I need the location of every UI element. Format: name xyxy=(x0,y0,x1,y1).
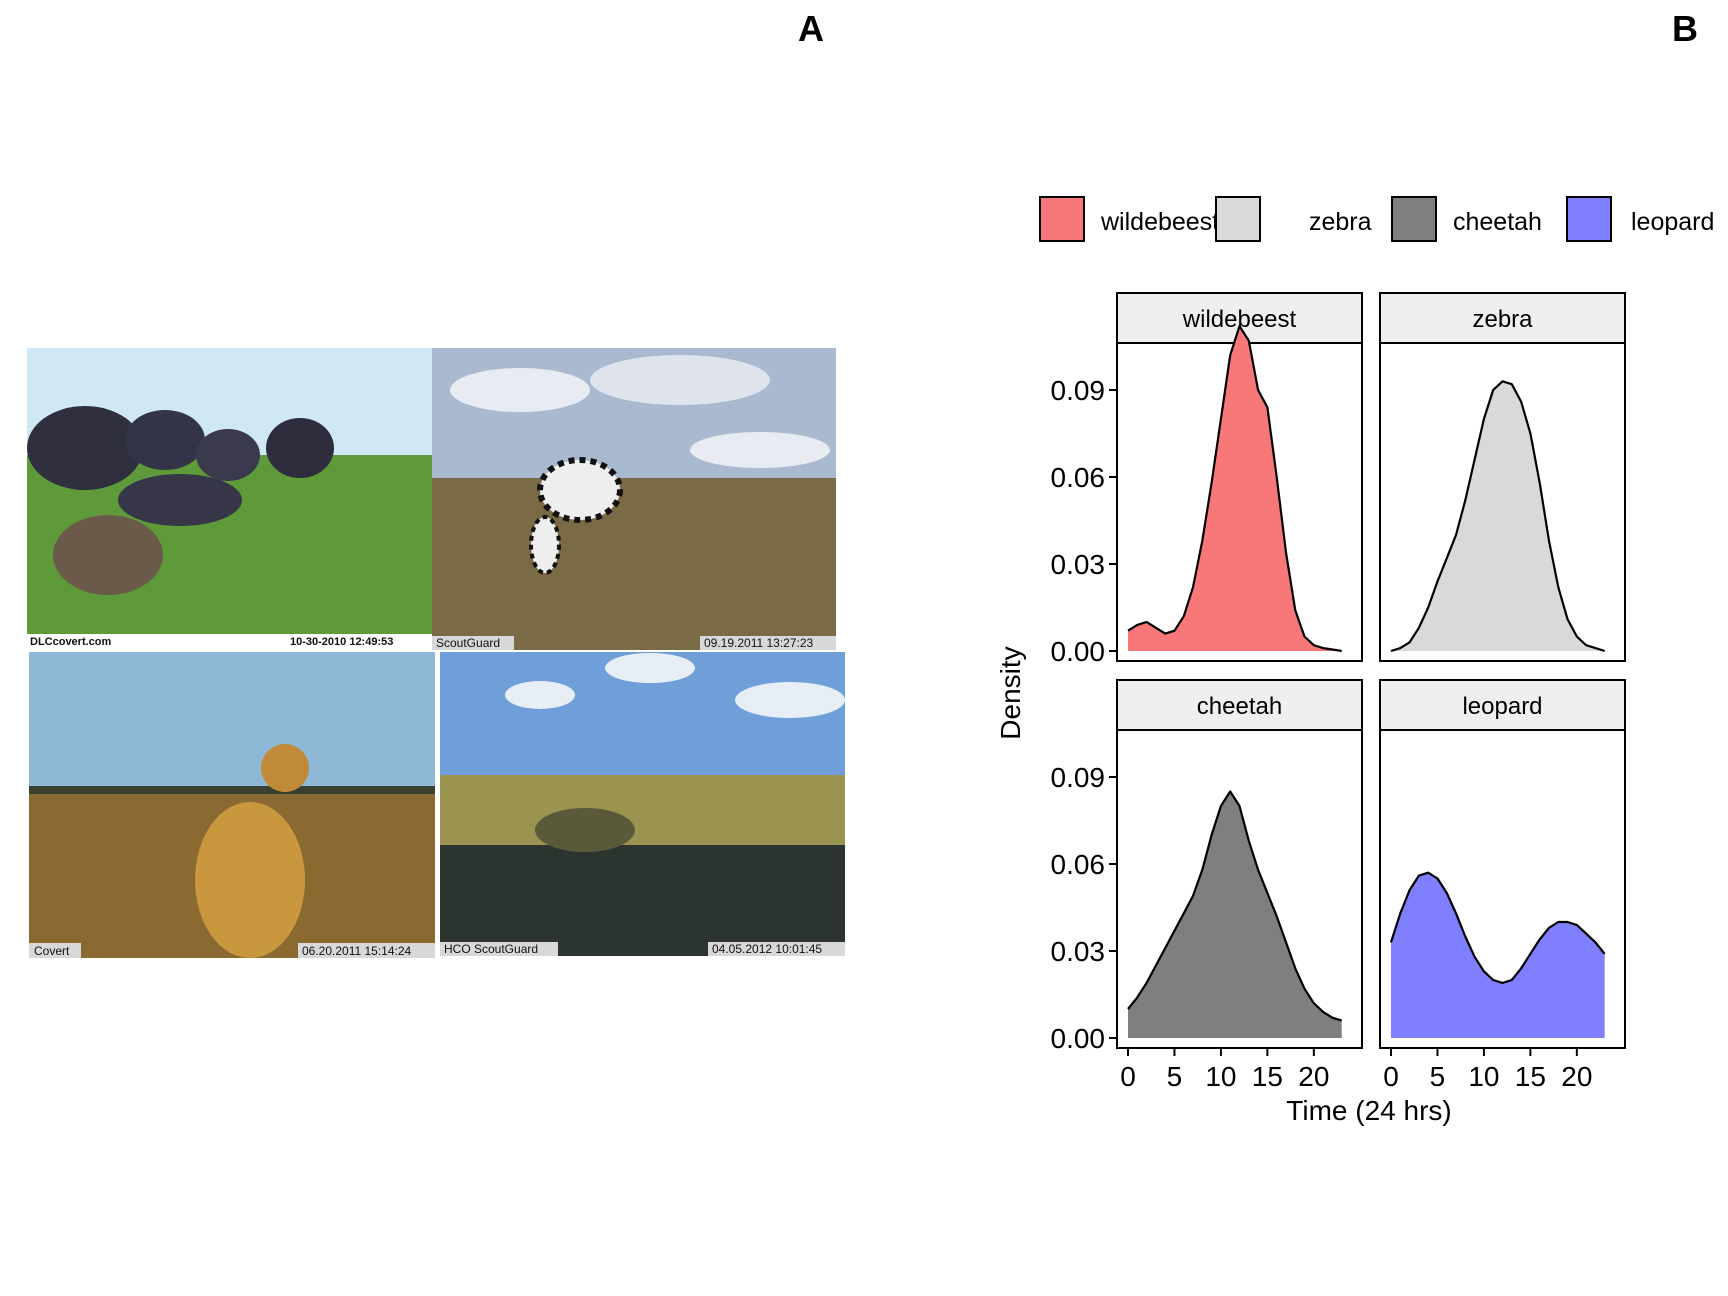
density-line-cheetah xyxy=(1127,790,1343,1022)
photo-cheetah-brand-bg xyxy=(29,943,81,958)
legend-key-wildebeest xyxy=(1039,196,1085,242)
legend-label-cheetah: cheetah xyxy=(1453,208,1542,236)
chart-legend: wildebeest zebra cheetah leopard xyxy=(1039,196,1714,242)
photo-zebra-brand-bg xyxy=(432,636,514,650)
wildebeest-animal-5 xyxy=(118,474,242,526)
photo-zebra-cloud-3 xyxy=(690,432,830,468)
photo-leopard-brand: HCO ScoutGuard xyxy=(444,942,538,956)
x-tick-label-leopard-0: 0 xyxy=(1383,1061,1399,1092)
x-tick-label-leopard-3: 15 xyxy=(1515,1061,1546,1092)
photo-leopard-brand-bg xyxy=(440,942,558,956)
y-tick-label-wildebeest-3: 0.09 xyxy=(1051,375,1106,406)
x-axis-title: Time (24 hrs) xyxy=(1286,1095,1451,1126)
photo-wildebeest-info-strip xyxy=(27,634,432,649)
wildebeest-animal-4 xyxy=(266,418,334,478)
camera-trap-photo-grid: DLCcovert.com 10-30-2010 12:49:53 ScoutG… xyxy=(27,348,845,958)
photo-wildebeest-brand: DLCcovert.com xyxy=(30,636,112,648)
legend-key-zebra xyxy=(1215,196,1261,242)
photo-leopard: HCO ScoutGuard 04.05.2012 10:01:45 xyxy=(440,652,845,956)
photo-cheetah-treeline xyxy=(29,786,435,794)
x-tick-label-leopard-4: 20 xyxy=(1561,1061,1592,1092)
y-tick-label-cheetah-0: 0.00 xyxy=(1051,1023,1106,1054)
photo-cheetah: Covert 06.20.2011 15:14:24 xyxy=(29,652,435,958)
cheetah-animal-body xyxy=(195,802,305,958)
facet-strip-leopard xyxy=(1379,679,1626,731)
wildebeest-animal-2 xyxy=(125,410,205,470)
wildebeest-animal-6 xyxy=(53,515,163,595)
legend-label-leopard: leopard xyxy=(1631,208,1714,236)
photo-zebra-brand: ScoutGuard xyxy=(436,636,500,650)
x-tick-label-cheetah-0: 0 xyxy=(1120,1061,1136,1092)
facet-strip-cheetah xyxy=(1116,679,1363,731)
photo-leopard-cloud-1 xyxy=(505,681,575,709)
photo-wildebeest-timestamp: 10-30-2010 12:49:53 xyxy=(290,636,393,648)
x-tick-label-cheetah-1: 5 xyxy=(1167,1061,1183,1092)
photo-leopard-shadow xyxy=(440,845,845,956)
y-tick-label-cheetah-1: 0.03 xyxy=(1051,936,1106,967)
y-tick-label-wildebeest-2: 0.06 xyxy=(1051,462,1106,493)
x-tick-label-cheetah-2: 10 xyxy=(1205,1061,1236,1092)
y-tick-label-wildebeest-1: 0.03 xyxy=(1051,549,1106,580)
panel-a-label: A xyxy=(798,8,824,49)
photo-leopard-cloud-2 xyxy=(605,653,695,683)
photo-cheetah-timestamp: 06.20.2011 15:14:24 xyxy=(302,944,412,958)
photo-zebra-cloud-2 xyxy=(590,355,770,405)
photo-leopard-timestamp-bg xyxy=(708,942,845,956)
cheetah-animal-head xyxy=(261,744,309,792)
x-tick-label-cheetah-4: 20 xyxy=(1298,1061,1329,1092)
photo-leopard-cloud-3 xyxy=(735,682,845,718)
y-axis-title: Density xyxy=(995,646,1026,739)
legend-key-cheetah xyxy=(1391,196,1437,242)
y-tick-label-cheetah-3: 0.09 xyxy=(1051,762,1106,793)
zebra-animal-head xyxy=(529,515,561,575)
photo-leopard-timestamp: 04.05.2012 10:01:45 xyxy=(712,942,822,956)
leopard-animal-body xyxy=(535,808,635,852)
density-area-zebra xyxy=(1391,381,1605,651)
photo-zebra-timestamp: 09.19.2011 13:27:23 xyxy=(704,636,814,650)
facet-cheetah: cheetah 0.00 0.03 0.06 0.09 0 5 10 15 20 xyxy=(1051,679,1363,1092)
photo-zebra: ScoutGuard 09.19.2011 13:27:23 xyxy=(432,348,836,650)
panel-b-label: B xyxy=(1672,8,1698,49)
legend-label-wildebeest: wildebeest xyxy=(1100,208,1219,236)
density-line-leopard xyxy=(1389,871,1606,984)
photo-zebra-ground xyxy=(432,478,836,650)
facet-zebra: zebra xyxy=(1379,292,1626,662)
photo-cheetah-brand: Covert xyxy=(34,944,70,958)
density-line-zebra xyxy=(1390,380,1606,653)
x-tick-label-leopard-1: 5 xyxy=(1430,1061,1446,1092)
facet-strip-label-cheetah: cheetah xyxy=(1197,693,1282,720)
density-area-cheetah xyxy=(1128,791,1342,1038)
facet-strip-label-leopard: leopard xyxy=(1462,693,1542,720)
zebra-animal-body xyxy=(537,457,623,523)
facet-leopard: leopard 0 5 10 15 20 xyxy=(1379,679,1626,1092)
photo-zebra-cloud-1 xyxy=(450,368,590,412)
y-tick-label-cheetah-2: 0.06 xyxy=(1051,849,1106,880)
x-tick-label-cheetah-3: 15 xyxy=(1252,1061,1283,1092)
legend-label-zebra: zebra xyxy=(1309,208,1372,236)
wildebeest-animal-3 xyxy=(196,429,260,481)
photo-zebra-timestamp-bg xyxy=(700,636,836,650)
legend-key-leopard xyxy=(1566,196,1612,242)
wildebeest-animal-1 xyxy=(27,406,143,490)
photo-cheetah-timestamp-bg xyxy=(298,943,435,958)
y-tick-label-wildebeest-0: 0.00 xyxy=(1051,636,1106,667)
x-tick-label-leopard-2: 10 xyxy=(1468,1061,1499,1092)
photo-wildebeest: DLCcovert.com 10-30-2010 12:49:53 xyxy=(27,348,432,649)
density-facets: wildebeest0.000.030.060.09zebracheetah0.… xyxy=(1051,292,1626,1092)
density-area-leopard xyxy=(1391,872,1605,1038)
facet-strip-label-zebra: zebra xyxy=(1472,306,1533,333)
density-line-wildebeest xyxy=(1127,325,1342,653)
